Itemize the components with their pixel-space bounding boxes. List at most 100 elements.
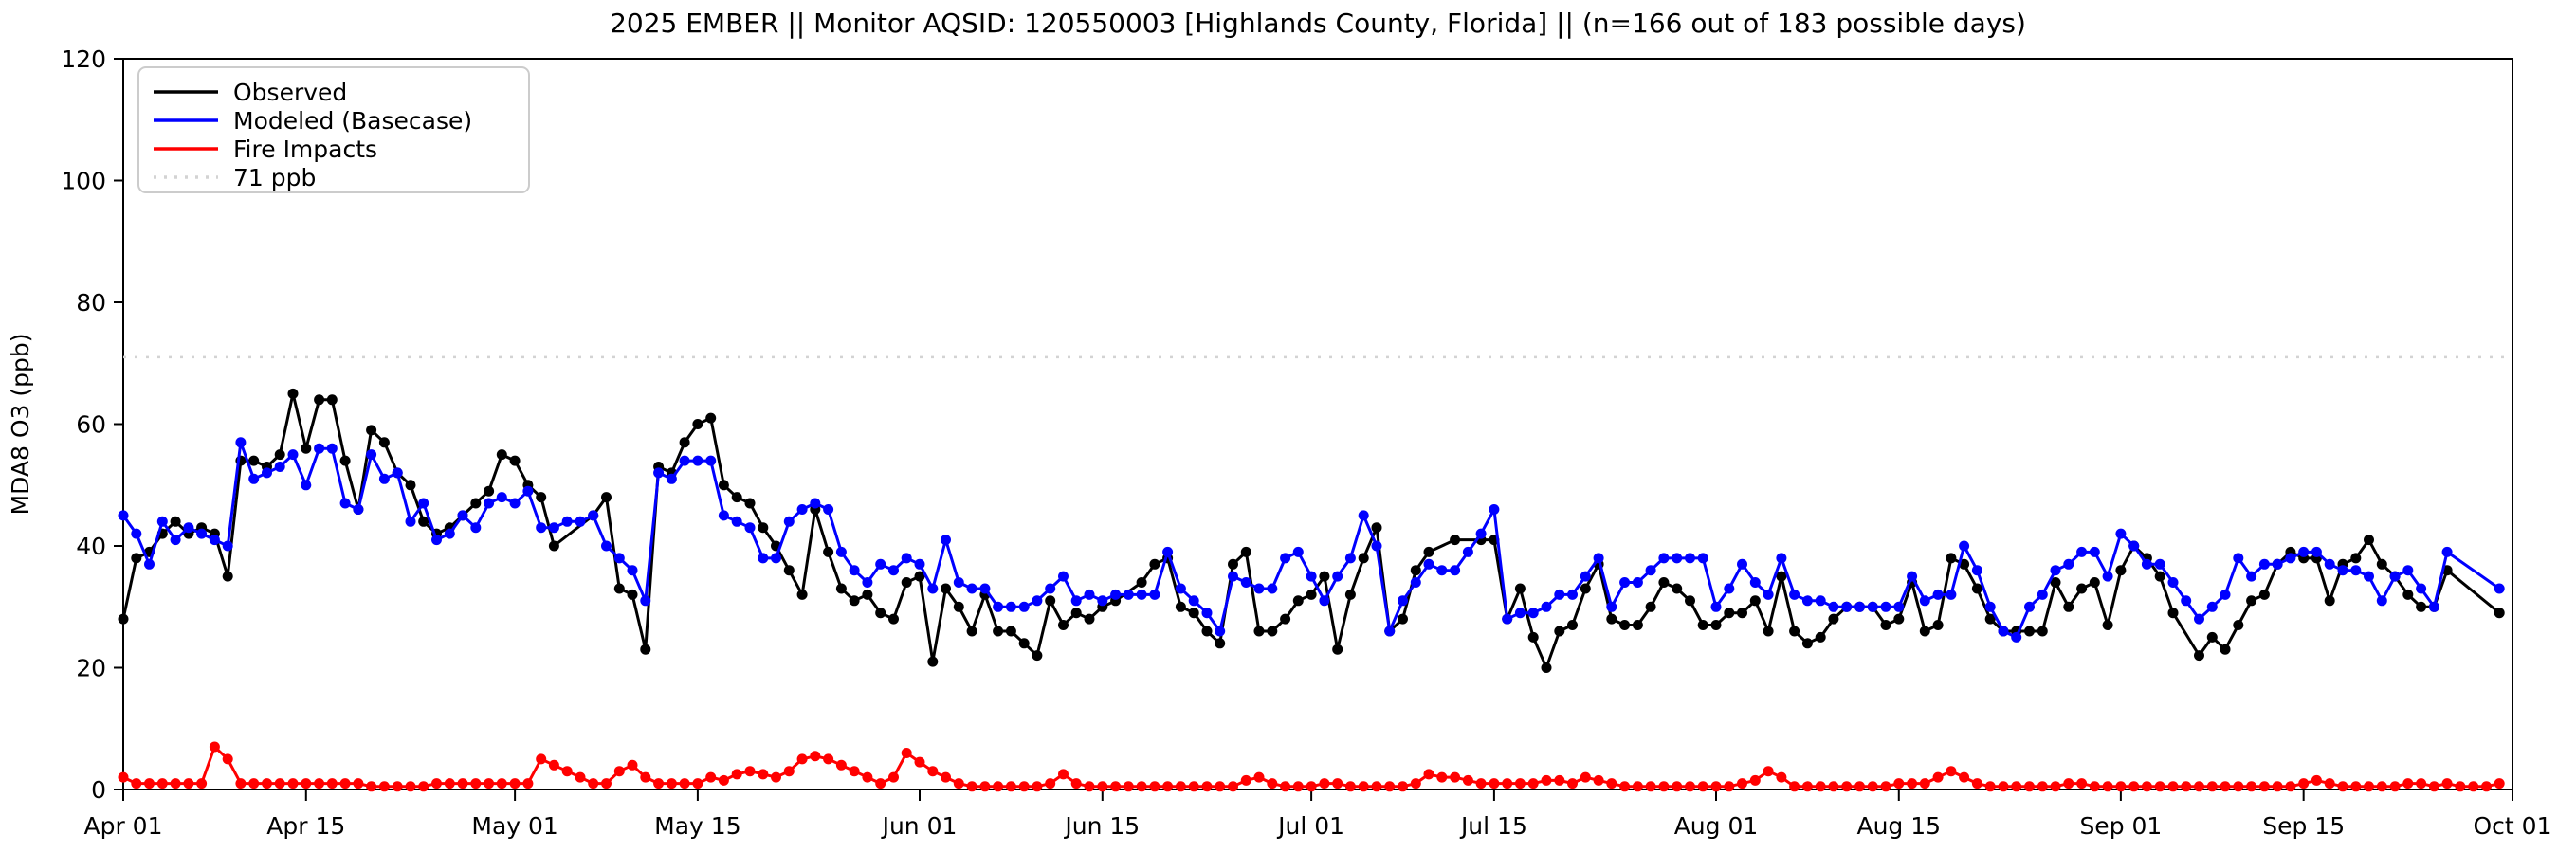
series-marker (796, 504, 808, 515)
series-marker (2364, 781, 2374, 792)
series-marker (1541, 774, 1552, 786)
series-marker (536, 522, 547, 534)
series-marker (2311, 774, 2322, 786)
series-marker (2258, 781, 2270, 792)
series-marker (1828, 613, 1839, 625)
series-marker (1763, 766, 1774, 777)
series-marker (849, 766, 860, 777)
series-marker (444, 778, 455, 789)
series-marker (1319, 571, 1330, 582)
series-marker (1527, 631, 1539, 643)
series-marker (953, 778, 964, 789)
series-marker (1045, 595, 1056, 607)
series-marker (301, 480, 312, 491)
series-marker (118, 771, 129, 783)
series-marker (196, 778, 208, 789)
series-marker (222, 571, 233, 582)
series-marker (509, 778, 521, 789)
series-marker (1697, 620, 1708, 630)
series-marker (366, 781, 377, 792)
series-marker (1672, 781, 1683, 792)
series-marker (536, 753, 547, 765)
x-tick-label: Sep 15 (2262, 812, 2345, 840)
series-marker (1306, 781, 1317, 792)
series-marker (1632, 620, 1643, 630)
series-marker (1123, 589, 1134, 600)
series-marker (1215, 638, 1226, 649)
series-marker (731, 769, 742, 780)
series-marker (470, 498, 482, 509)
series-marker (1880, 620, 1891, 630)
series-marker (1971, 583, 1982, 594)
series-marker (144, 558, 155, 570)
series-marker (1619, 620, 1631, 630)
legend-item-refline-label: 71 ppb (233, 164, 316, 191)
series-marker (314, 778, 325, 789)
series-marker (718, 510, 729, 521)
series-marker (353, 778, 364, 789)
series-marker (1841, 601, 1853, 612)
series-marker (901, 577, 912, 588)
series-marker (1489, 778, 1500, 789)
series-marker (418, 498, 429, 509)
series-marker (1358, 510, 1369, 521)
series-marker (431, 778, 442, 789)
y-tick-label: 120 (61, 45, 106, 73)
series-marker (248, 455, 260, 466)
series-marker (771, 553, 781, 564)
series-marker (2428, 601, 2439, 612)
series-marker (1632, 577, 1643, 588)
series-marker (2416, 778, 2427, 789)
series-marker (1292, 781, 1304, 792)
series-marker (1188, 608, 1199, 619)
series-marker (2024, 781, 2035, 792)
series-marker (1253, 626, 1265, 637)
series-marker (2220, 781, 2231, 792)
series-marker (601, 778, 612, 789)
series-marker (823, 753, 834, 765)
series-marker (1946, 766, 1957, 777)
series-marker (2233, 553, 2244, 564)
series-marker (2115, 528, 2127, 539)
series-marker (2376, 558, 2387, 570)
series-marker (2167, 608, 2179, 619)
series-marker (1946, 553, 1957, 564)
series-marker (1188, 595, 1199, 607)
series-marker (1475, 528, 1487, 539)
series-marker (849, 595, 860, 607)
series-marker (2468, 781, 2479, 792)
series-marker (1398, 595, 1408, 607)
series-marker (2037, 781, 2048, 792)
series-marker (2272, 781, 2283, 792)
series-marker (1201, 626, 1213, 637)
series-marker (1971, 778, 1982, 789)
series-marker (326, 778, 338, 789)
series-marker (2181, 781, 2192, 792)
series-marker (1672, 583, 1683, 594)
series-marker (1841, 781, 1853, 792)
series-marker (209, 741, 220, 753)
series-marker (1280, 613, 1291, 625)
series-marker (1645, 565, 1656, 576)
series-marker (1084, 589, 1095, 600)
series-marker (1188, 781, 1199, 792)
series-marker (1005, 601, 1016, 612)
series-marker (2181, 595, 2192, 607)
series-marker (1228, 558, 1238, 570)
series-marker (862, 577, 873, 588)
series-marker (2416, 583, 2427, 594)
series-marker (2076, 583, 2088, 594)
series-marker (2285, 553, 2296, 564)
series-marker (1070, 595, 1082, 607)
series-marker (1175, 601, 1186, 612)
series-marker (575, 516, 586, 527)
series-marker (1423, 769, 1434, 780)
y-tick-label: 100 (61, 168, 106, 195)
series-marker (1932, 771, 1944, 783)
series-marker (1410, 577, 1421, 588)
series-marker (274, 778, 285, 789)
series-marker (953, 577, 964, 588)
series-marker (613, 766, 625, 777)
series-marker (796, 589, 808, 600)
series-marker (744, 766, 756, 777)
